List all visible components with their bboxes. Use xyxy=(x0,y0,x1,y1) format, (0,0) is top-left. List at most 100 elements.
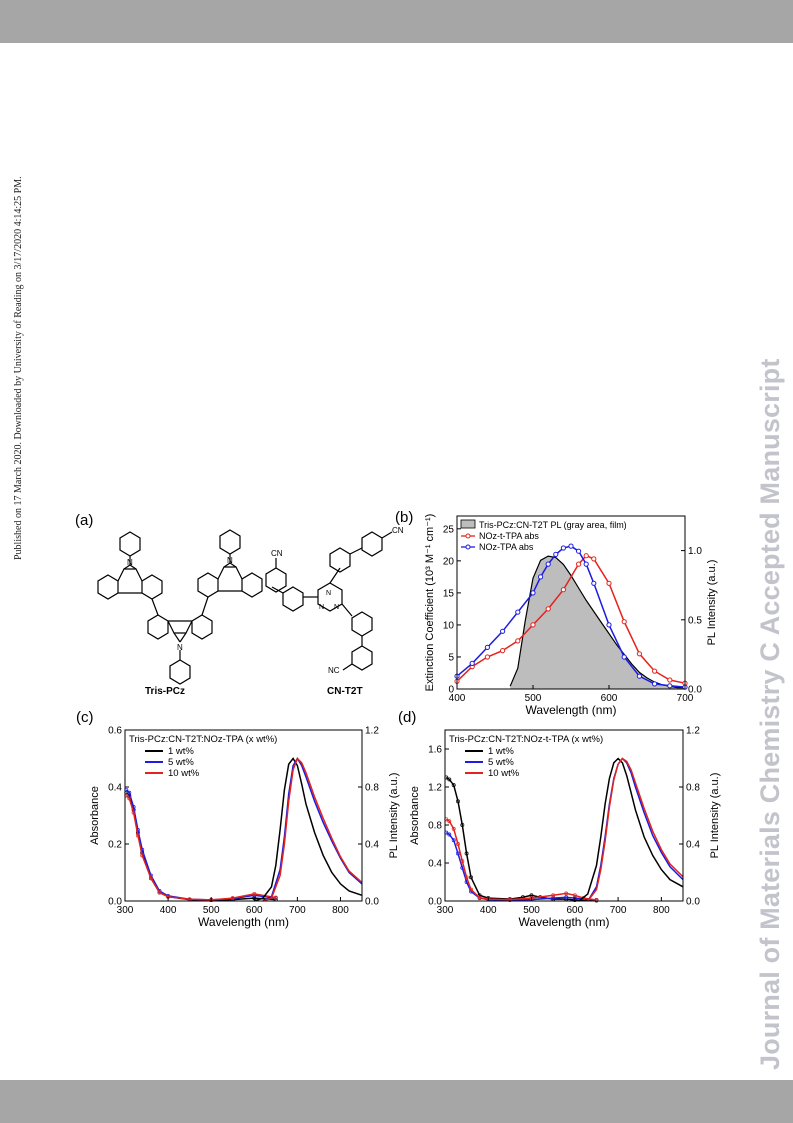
data-point-b-1-10 xyxy=(591,556,597,562)
series-line-c-1 xyxy=(125,789,276,901)
series-line-c-5 xyxy=(262,757,363,902)
abs-point-c-2-4 xyxy=(140,853,145,858)
x-tick-label-b-0: 400 xyxy=(449,693,466,704)
data-point-b-1-6 xyxy=(545,606,551,612)
data-point-b-1-9 xyxy=(583,553,589,559)
abs-point-d-2-1 xyxy=(447,819,452,824)
y2-axis-label-b: PL Intensity (a.u.) xyxy=(706,560,718,646)
legend-text-d-2: 10 wt% xyxy=(488,768,520,779)
data-point-b-1-13 xyxy=(636,651,643,657)
abs-point-c-2-2 xyxy=(131,810,136,815)
series-line-c-4 xyxy=(262,757,363,902)
abs-point-c-2-3 xyxy=(135,833,140,838)
abs-point-c-2-10 xyxy=(230,896,235,901)
y-tick-label-c-0: 0.0 xyxy=(108,897,122,908)
panel-label-a: (a) xyxy=(75,512,93,529)
abs-point-d-2-6 xyxy=(469,887,473,892)
legend-text-d-0: 1 wt% xyxy=(488,746,514,757)
series-line-d-5 xyxy=(587,757,684,902)
abs-point-d-2-13 xyxy=(572,893,577,898)
y-tick-label-b-2: 10 xyxy=(443,620,455,631)
x-tick-label-d-5: 800 xyxy=(653,905,670,916)
data-point-b-2-16 xyxy=(636,673,643,679)
y2-axis-label-c: PL Intensity (a.u.) xyxy=(388,773,400,859)
data-point-b-2-13 xyxy=(591,580,597,586)
data-point-b-1-5 xyxy=(530,622,536,628)
abs-point-d-1-12 xyxy=(564,895,569,900)
x-tick-label-c-0: 300 xyxy=(117,905,134,916)
abs-point-c-2-11 xyxy=(252,891,257,896)
cn-t2t-name: CN-T2T xyxy=(327,686,363,697)
y-axis-label-c: Absorbance xyxy=(89,786,101,845)
x-axis-label-b: Wavelength (nm) xyxy=(526,703,617,717)
abs-point-d-1-11 xyxy=(551,896,556,901)
x-tick-label-c-4: 700 xyxy=(289,905,306,916)
legend-text-c-2: 10 wt% xyxy=(168,768,200,779)
chart-c: 300 400 500 600 700 800 0.0 0.2 0.4 0.6 0.0 0.4 0.8 1… xyxy=(89,726,400,930)
y2-tick-label-d-2: 0.8 xyxy=(686,783,700,794)
atom-n-5: N xyxy=(319,604,324,611)
data-point-b-1-8 xyxy=(576,561,582,567)
series-line-d-3 xyxy=(578,757,684,902)
abs-point-d-0-11 xyxy=(529,893,534,898)
data-point-b-1-12 xyxy=(621,619,627,625)
y-tick-label-b-1: 5 xyxy=(448,652,454,663)
x-tick-label-b-2: 600 xyxy=(601,693,618,704)
plot-frame-b xyxy=(456,515,686,690)
abs-point-d-1-1 xyxy=(447,832,452,837)
x-tick-label-b-1: 500 xyxy=(525,693,542,704)
y2-tick-label-c-1: 0.4 xyxy=(365,840,379,851)
data-point-b-2-17 xyxy=(652,681,658,687)
y-tick-label-c-1: 0.2 xyxy=(108,840,122,851)
y-tick-label-d-1: 0.4 xyxy=(428,859,442,870)
y-tick-label-d-0: 0.0 xyxy=(428,897,442,908)
x-axis-label-c: Wavelength (nm) xyxy=(198,915,289,929)
abs-point-c-2-12 xyxy=(273,895,278,900)
legend-text-d-1: 5 wt% xyxy=(488,757,514,768)
legend-text-b-2: NOz-TPA abs xyxy=(479,542,534,552)
legend-marker-b-2 xyxy=(465,544,471,550)
data-point-b-1-7 xyxy=(560,587,567,593)
y2-tick-label-c-2: 0.8 xyxy=(365,783,379,794)
data-point-b-2-3 xyxy=(500,628,506,634)
abs-point-d-1-3 xyxy=(456,851,460,856)
abs-point-c-2-6 xyxy=(157,890,162,895)
data-point-b-2-5 xyxy=(530,590,536,596)
data-point-b-2-4 xyxy=(515,609,521,615)
abs-point-d-2-4 xyxy=(460,859,465,864)
data-point-b-2-2 xyxy=(484,644,490,651)
footer-band xyxy=(0,1080,793,1123)
chart-d: 300 400 500 600 700 800 0.0 0.4 0.8 1.2 1.6 0.0 0.4 0… xyxy=(409,726,721,930)
y2-tick-label-b-2: 1.0 xyxy=(688,546,702,557)
x-tick-label-d-3: 600 xyxy=(566,905,583,916)
series-area-b-0 xyxy=(510,556,685,689)
y-tick-label-b-3: 15 xyxy=(443,588,455,599)
data-point-b-1-14 xyxy=(652,668,658,674)
y-tick-label-c-2: 0.4 xyxy=(108,783,122,794)
y-tick-label-b-4: 20 xyxy=(443,556,455,567)
abs-point-d-0-6 xyxy=(469,875,473,880)
x-tick-label-b-3: 700 xyxy=(677,693,694,704)
series-line-c-3 xyxy=(254,757,363,902)
data-point-b-2-10 xyxy=(568,543,574,549)
series-line-c-0 xyxy=(125,792,276,901)
abs-point-d-1-2 xyxy=(451,838,456,843)
x-tick-label-d-1: 400 xyxy=(480,905,497,916)
panel-label-d: (d) xyxy=(398,709,416,726)
legend-swatch-b-0 xyxy=(460,519,476,529)
data-point-b-1-11 xyxy=(606,580,612,586)
atom-n-3: N xyxy=(177,643,183,652)
atom-n-6: N xyxy=(334,604,339,611)
legend-text-c-1: 5 wt% xyxy=(168,757,194,768)
x-tick-label-c-5: 800 xyxy=(332,905,349,916)
header-band xyxy=(0,0,793,43)
atom-n-4: N xyxy=(326,590,331,597)
y2-tick-label-c-0: 0.0 xyxy=(365,897,379,908)
x-tick-label-c-1: 400 xyxy=(160,905,177,916)
abs-point-d-0-1 xyxy=(447,777,452,782)
abs-point-d-2-7 xyxy=(477,895,482,900)
y2-tick-label-c-3: 1.2 xyxy=(365,726,379,737)
y2-tick-label-d-3: 1.2 xyxy=(686,726,700,737)
y2-tick-label-b-1: 0.5 xyxy=(688,615,702,626)
x-tick-label-d-2: 500 xyxy=(523,905,540,916)
